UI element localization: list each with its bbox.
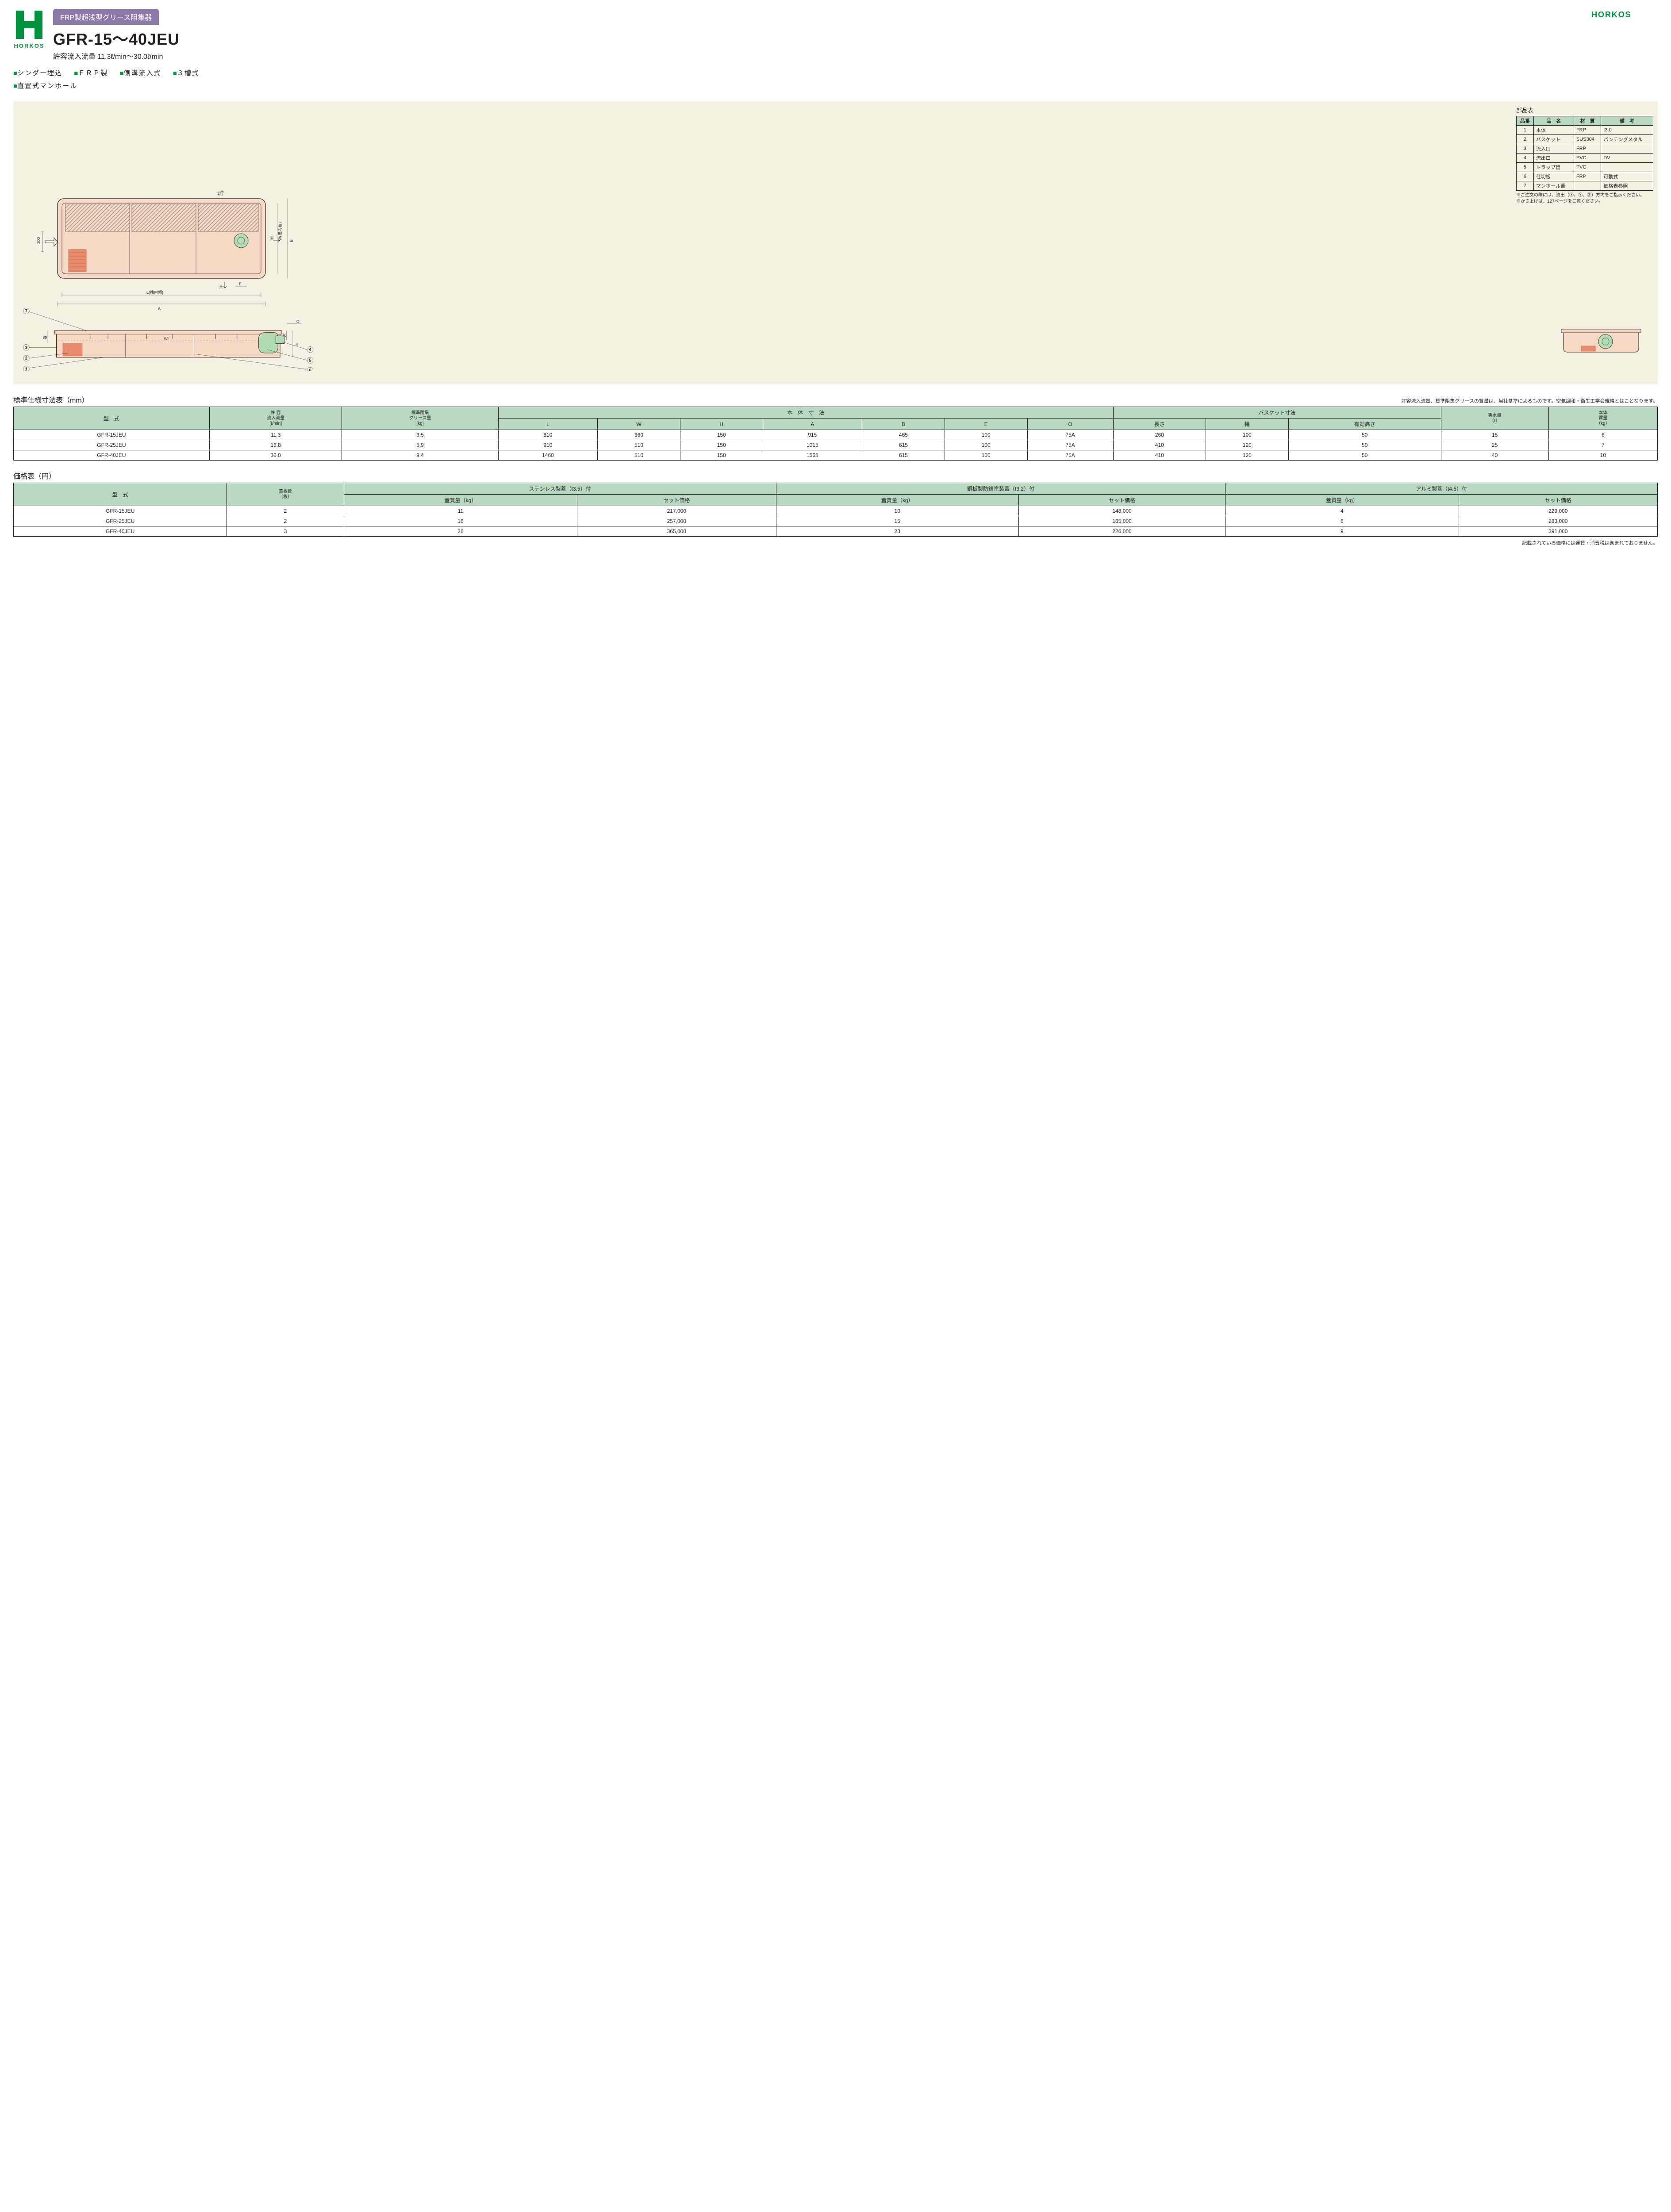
svg-text:HORKOS: HORKOS [1591,10,1631,19]
header-left: HORKOS FRP製超浅型グリース阻集器 GFR-15〜40JEU 許容流入流… [13,9,180,61]
table-row: 1本体FRPt3.0 [1517,126,1653,135]
th-body-dims: 本 体 寸 法 [498,407,1113,419]
parts-list: 部品表 品番 品 名 材 質 備 考 1本体FRPt3.0 2バスケットSUS3… [1516,106,1653,205]
svg-text:80: 80 [42,335,47,340]
diagram-side-view: WL H O 70 80 7 3 2 [18,307,327,371]
table-row: GFR-40JEU326365,00023226,0009391,000 [14,526,1658,537]
svg-text:W(槽内幅): W(槽内幅) [277,223,282,241]
price-footer-note: 記載されている価格には運賃・消費税は含まれておりません。 [13,539,1658,546]
table-row: 7マンホール蓋価格表参照 [1517,181,1653,191]
parts-th: 品番 [1517,116,1534,126]
logo-text: HORKOS [14,42,44,49]
parts-table: 品番 品 名 材 質 備 考 1本体FRPt3.0 2バスケットSUS304パン… [1516,116,1653,191]
flow-range: 許容流入流量 11.3ℓ/min〜30.0ℓ/min [53,50,180,61]
product-title: GFR-15〜40JEU [53,27,180,50]
diagram-top-view: 200 Ⓩ Ⓧ Ⓨ L(槽内幅) A E W(槽内幅) B [31,190,296,314]
th-basket-dims: バスケット寸法 [1113,407,1441,419]
th-alum: アルミ製蓋（t4.5）付 [1225,483,1658,495]
table-row: GFR-15JEU11.33.581036015091546510075A260… [14,430,1658,440]
th-weight: 本体 質量 （kg） [1548,407,1657,430]
title-block: FRP製超浅型グリース阻集器 GFR-15〜40JEU 許容流入流量 11.3ℓ… [53,9,180,61]
spec-note: 許容流入流量、標準阻集グリースの質量は、当社基準によるものです。空気調和・衛生工… [1401,397,1658,404]
th-lidcount: 蓋枚数 （枚） [227,483,344,506]
tag: ■直置式マンホール [13,82,87,90]
svg-text:200: 200 [36,237,41,244]
th-flow: 許 容 流入流量 [ℓ/min] [209,407,342,430]
category-badge: FRP製超浅型グリース阻集器 [53,9,159,25]
tag: ■ＦＲＰ製 [74,69,118,77]
parts-th: 材 質 [1574,116,1601,126]
tag: ■３槽式 [173,69,209,77]
logo-h-icon [13,9,45,41]
spec-table: 型 式 許 容 流入流量 [ℓ/min] 標準阻集 グリース量 [kg] 本 体… [13,407,1658,461]
svg-text:3: 3 [25,345,27,349]
svg-text:7: 7 [25,309,27,313]
tag: ■シンダー埋込 [13,69,72,77]
price-title: 価格表（円） [13,470,1658,481]
tag: ■側溝流入式 [120,69,171,77]
spec-section: 標準仕様寸法表（mm） 許容流入流量、標準阻集グリースの質量は、当社基準によるも… [13,384,1658,461]
th-grease: 標準阻集 グリース量 [kg] [342,407,498,430]
svg-text:O: O [296,319,300,324]
spec-title: 標準仕様寸法表（mm） [13,394,89,405]
parts-note: ※かさ上げは、127ページをご覧ください。 [1516,199,1653,205]
parts-note: ※ご注文の際には、流出（Ⓧ、Ⓨ、Ⓩ）方向をご指示ください。 [1516,192,1653,199]
svg-text:B: B [289,239,294,242]
logo-block: HORKOS [13,9,45,49]
th-model: 型 式 [14,407,210,430]
svg-text:1: 1 [25,367,27,371]
svg-text:2: 2 [25,356,27,361]
th-steel: 鋼板製防錆塗装蓋（t3.2）付 [776,483,1225,495]
svg-text:70: 70 [282,333,287,338]
table-row: GFR-40JEU30.09.41460510150156561510075A4… [14,450,1658,461]
parts-th: 備 考 [1601,116,1653,126]
svg-text:Ⓨ: Ⓨ [219,285,223,290]
table-row: 6仕切板FRP可動式 [1517,172,1653,181]
table-row: 2バスケットSUS304パンチングメタル [1517,135,1653,144]
svg-text:6: 6 [309,368,311,371]
table-row: GFR-25JEU18.85.9910510150101561510075A41… [14,440,1658,450]
page-header: HORKOS FRP製超浅型グリース阻集器 GFR-15〜40JEU 許容流入流… [13,9,1658,61]
table-row: GFR-25JEU216257,00015165,0006283,000 [14,516,1658,526]
svg-text:Ⓩ: Ⓩ [217,192,221,196]
svg-text:WL: WL [164,337,170,341]
svg-text:L(槽内幅): L(槽内幅) [146,290,163,295]
svg-text:4: 4 [309,347,311,352]
table-row: GFR-15JEU211217,00010148,0004229,000 [14,506,1658,516]
parts-notes: ※ご注文の際には、流出（Ⓧ、Ⓨ、Ⓩ）方向をご指示ください。 ※かさ上げは、127… [1516,192,1653,205]
parts-title: 部品表 [1516,106,1653,114]
th-sus: ステンレス製蓋（t3.5）付 [344,483,776,495]
svg-text:E: E [239,282,242,286]
parts-th: 品 名 [1533,116,1574,126]
price-section: 価格表（円） 型 式 蓋枚数 （枚） ステンレス製蓋（t3.5）付 鋼板製防錆塗… [13,470,1658,546]
table-row: 5トラップ管PVC [1517,163,1653,172]
diagram-panel: 部品表 品番 品 名 材 質 備 考 1本体FRPt3.0 2バスケットSUS3… [13,101,1658,384]
feature-tags: ■シンダー埋込 ■ＦＲＰ製 ■側溝流入式 ■３槽式 ■直置式マンホール [13,67,1658,92]
th-model: 型 式 [14,483,227,506]
svg-text:5: 5 [309,358,311,363]
brand-logo: HORKOS [1591,9,1658,22]
price-table: 型 式 蓋枚数 （枚） ステンレス製蓋（t3.5）付 鋼板製防錆塗装蓋（t3.2… [13,483,1658,537]
svg-text:Ⓧ: Ⓧ [270,236,274,240]
table-row: 4流出口PVCDV [1517,154,1653,163]
table-row: 3流入口FRP [1517,144,1653,154]
th-water: 実水量 （ℓ） [1441,407,1548,430]
diagram-end-view [1557,320,1645,360]
